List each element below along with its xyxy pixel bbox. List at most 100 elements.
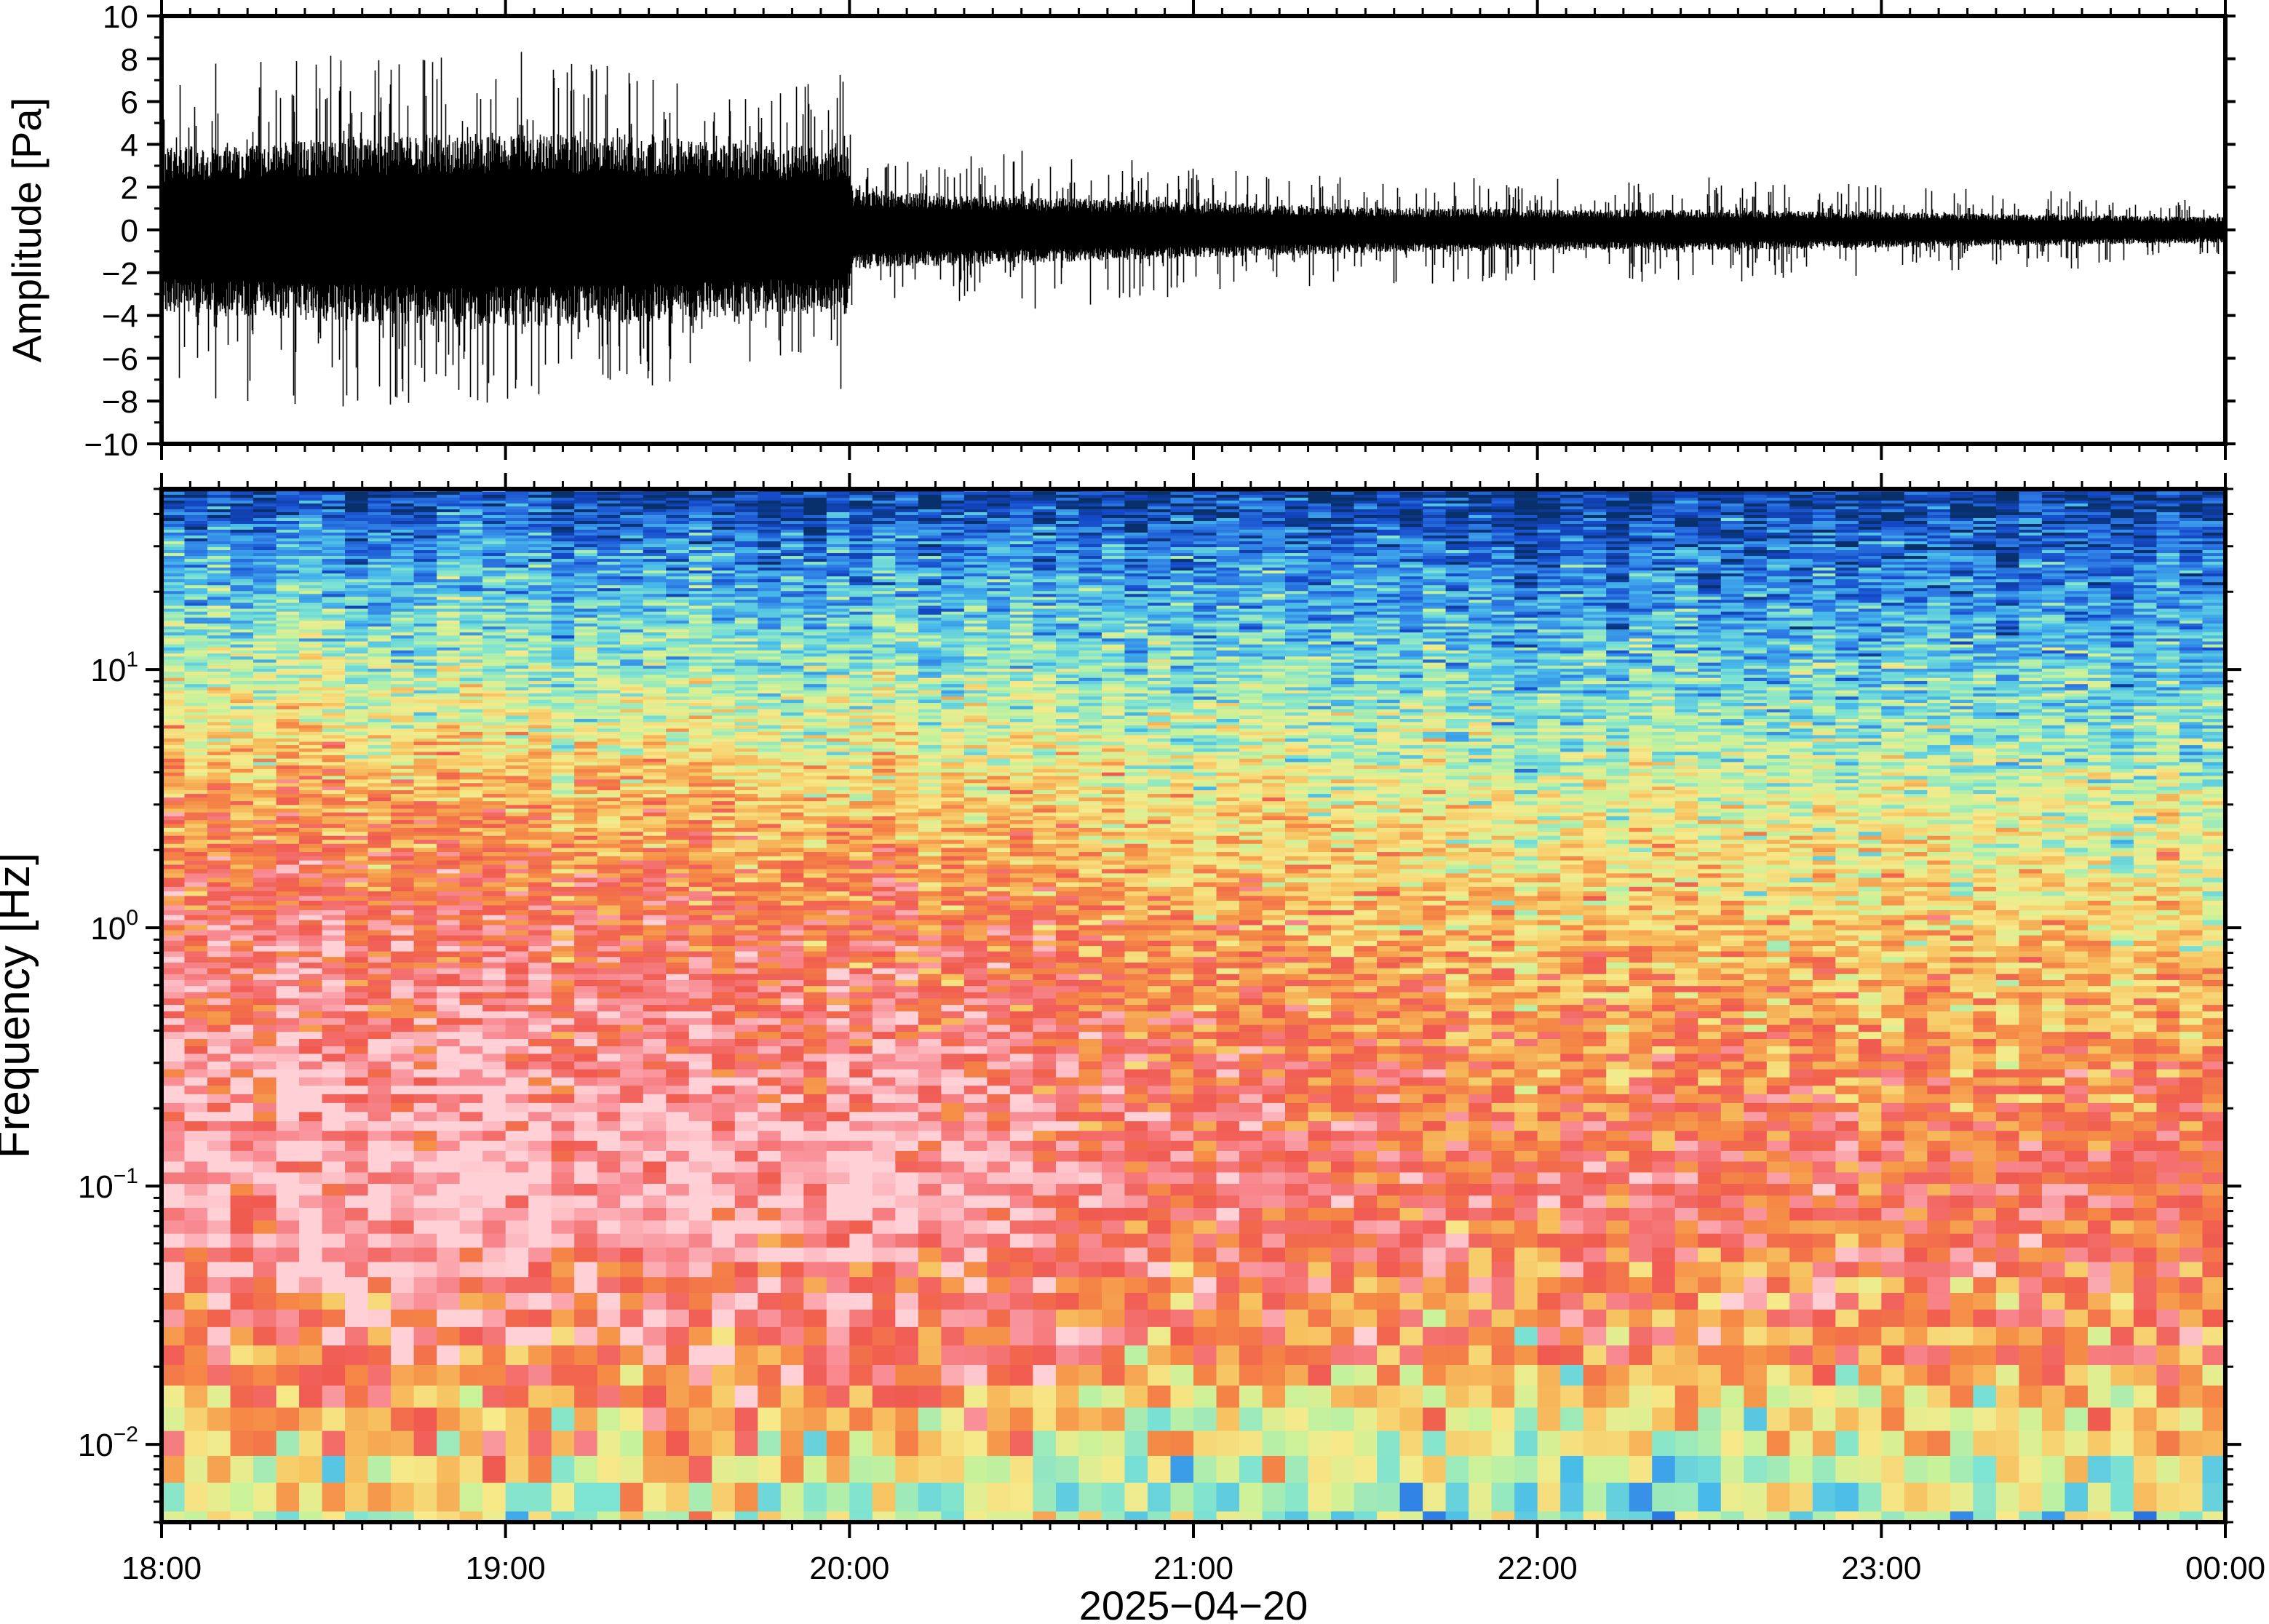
spectrogram-cell (712, 962, 736, 969)
spectrogram-cell (391, 738, 415, 743)
spectrogram-cell (367, 797, 392, 803)
spectrogram-cell (712, 712, 736, 717)
spectrogram-cell (322, 896, 346, 901)
spectrogram-cell (345, 957, 369, 963)
spectrogram-cell (276, 986, 300, 993)
spectrogram-cell (437, 864, 461, 870)
spectrogram-cell (734, 1365, 759, 1387)
spectrogram-cell (253, 1121, 277, 1132)
spectrogram-cell (620, 1195, 644, 1209)
spectrogram-cell (712, 1407, 736, 1432)
spectrogram-cell (345, 1172, 369, 1185)
spectrogram-cell (230, 521, 254, 525)
spectrogram-cell (322, 946, 346, 952)
spectrogram-cell (643, 1121, 667, 1132)
spectrogram-cell (688, 915, 713, 921)
spectrogram-cell (367, 541, 392, 545)
spectrogram-cell (688, 935, 713, 942)
spectrogram-cell (597, 755, 621, 760)
spectrogram-cell (574, 611, 598, 616)
spectrogram-cell (666, 617, 690, 621)
spectrogram-cell (574, 506, 598, 510)
spectrogram-cell (299, 752, 323, 756)
spectrogram-cell (299, 1326, 323, 1347)
spectrogram-cell (345, 684, 369, 688)
spectrogram-cell (734, 1161, 759, 1174)
spectrogram-cell (391, 498, 415, 501)
spectrogram-cell (253, 869, 277, 875)
spectrogram-cell (643, 1018, 667, 1026)
spectrogram-cell (528, 900, 552, 907)
spectrogram-cell (574, 1102, 598, 1113)
spectrogram-cell (437, 706, 461, 710)
spectrogram-cell (734, 835, 759, 841)
spectrogram-cell (528, 690, 552, 694)
spectrogram-cell (367, 530, 392, 533)
spectrogram-cell (184, 1365, 208, 1387)
spectrogram-cell (505, 672, 529, 676)
spectrogram-cell (276, 1150, 300, 1163)
spectrogram-cell (253, 623, 277, 627)
spectrogram-cell (230, 662, 254, 666)
spectrogram-cell (367, 748, 392, 753)
spectrogram-cell (459, 962, 483, 969)
spectrogram-cell (620, 1309, 644, 1328)
spectrogram-cell (299, 864, 323, 870)
spectrogram-cell (688, 541, 713, 545)
spectrogram-cell (620, 864, 644, 870)
spectrogram-cell (597, 556, 621, 560)
spectrogram-cell (574, 524, 598, 528)
spectrogram-cell (666, 515, 690, 519)
spectrogram-cell (666, 1345, 690, 1366)
spectrogram-cell (482, 553, 506, 557)
spectrogram-cell (528, 608, 552, 613)
spectrogram-cell (367, 1032, 392, 1040)
spectrogram-cell (734, 772, 759, 777)
spectrogram-cell (184, 492, 208, 495)
spectrogram-cell (162, 1385, 186, 1409)
spectrogram-cell (688, 805, 713, 810)
spectrogram-cell (276, 873, 300, 879)
spectrogram-cell (459, 910, 483, 916)
spectrogram-cell (345, 576, 369, 580)
spectrogram-cell (505, 900, 529, 907)
spectrogram-cell (482, 718, 506, 723)
spectrogram-cell (322, 538, 346, 542)
spectrogram-cell (459, 772, 483, 777)
spectrogram-cell (574, 752, 598, 756)
spectrogram-cell (391, 559, 415, 562)
spectrogram-cell (162, 573, 186, 577)
spectrogram-cell (712, 638, 736, 642)
spectrogram-cell (437, 547, 461, 551)
spectrogram-cell (505, 1039, 529, 1047)
spectrogram-cell (620, 768, 644, 773)
spectrogram-cell (597, 696, 621, 701)
spectrogram-cell (528, 1069, 552, 1078)
spectrogram-cell (528, 659, 552, 664)
spectrogram-cell (253, 635, 277, 640)
spectrogram-cell (643, 617, 667, 621)
spectrogram-cell (367, 787, 392, 791)
spectrogram-cell (597, 957, 621, 963)
spectrogram-cell (459, 492, 483, 495)
spectrogram-cell (528, 562, 552, 565)
spectrogram-cell (207, 538, 231, 542)
spectrogram-cell (688, 712, 713, 717)
spectrogram-cell (643, 1054, 667, 1062)
spectrogram-cell (345, 715, 369, 720)
spectrogram-cell (459, 886, 483, 892)
spectrogram-cell (437, 659, 461, 664)
spectrogram-cell (620, 677, 644, 682)
spectrogram-cell (413, 677, 437, 682)
spectrogram-cell (299, 1207, 323, 1222)
spectrogram-cell (413, 1455, 437, 1484)
spectrogram-cell (207, 1292, 231, 1310)
spectrogram-cell (712, 794, 736, 798)
spectrogram-cell (734, 1407, 759, 1432)
spectrogram-cell (184, 957, 208, 963)
spectrogram-cell (413, 735, 437, 739)
spectrogram-cell (688, 629, 713, 634)
spectrogram-cell (253, 605, 277, 610)
spectrogram-cell (574, 638, 598, 642)
spectrogram-cell (528, 1112, 552, 1122)
